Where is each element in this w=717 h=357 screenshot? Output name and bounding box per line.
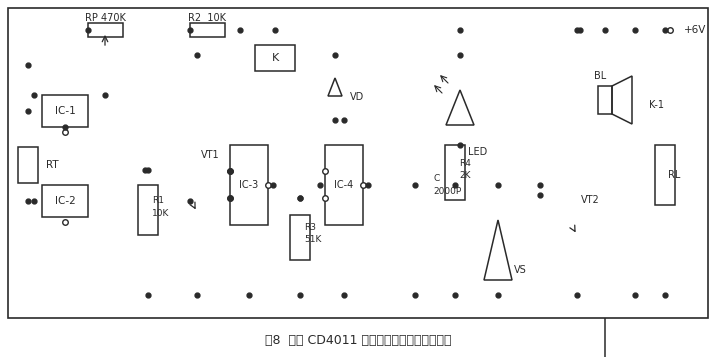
- Bar: [42, 185, 88, 217]
- Text: RP 470K: RP 470K: [85, 13, 125, 23]
- Bar: [655, 145, 675, 205]
- Text: VD: VD: [350, 92, 364, 102]
- Bar: [230, 145, 268, 225]
- Bar: [255, 45, 295, 71]
- Text: VT1: VT1: [201, 150, 219, 160]
- Bar: [598, 86, 612, 114]
- Text: 51K: 51K: [304, 235, 321, 243]
- Bar: [325, 145, 363, 225]
- Text: K-1: K-1: [650, 100, 665, 110]
- Text: R2  10K: R2 10K: [188, 13, 226, 23]
- Bar: [42, 95, 88, 127]
- Text: +6V: +6V: [684, 25, 706, 35]
- Bar: [18, 147, 38, 183]
- Text: IC-1: IC-1: [54, 106, 75, 116]
- Text: RT: RT: [46, 160, 59, 170]
- Bar: [88, 23, 123, 37]
- Text: 图8  采用 CD4011 的超湿监测自动控制电路图: 图8 采用 CD4011 的超湿监测自动控制电路图: [265, 333, 451, 347]
- Text: 2000P: 2000P: [433, 186, 461, 196]
- Text: R4: R4: [459, 159, 471, 167]
- Text: IC-4: IC-4: [334, 180, 353, 190]
- Text: IC-2: IC-2: [54, 196, 75, 206]
- Bar: [190, 23, 225, 37]
- Bar: [445, 145, 465, 200]
- Text: IC-3: IC-3: [239, 180, 259, 190]
- Text: BL: BL: [594, 71, 607, 81]
- Bar: [290, 215, 310, 260]
- Text: RL: RL: [668, 170, 680, 180]
- Text: K: K: [271, 53, 279, 63]
- Bar: [8, 8, 708, 318]
- Text: 10K: 10K: [152, 208, 169, 217]
- Text: R3: R3: [304, 222, 316, 231]
- Text: C: C: [433, 174, 440, 182]
- Text: VS: VS: [513, 265, 526, 275]
- Bar: [138, 185, 158, 235]
- Text: LED: LED: [468, 147, 488, 157]
- Text: R1: R1: [152, 196, 164, 205]
- Text: 2K: 2K: [459, 171, 470, 180]
- Text: VT2: VT2: [581, 195, 599, 205]
